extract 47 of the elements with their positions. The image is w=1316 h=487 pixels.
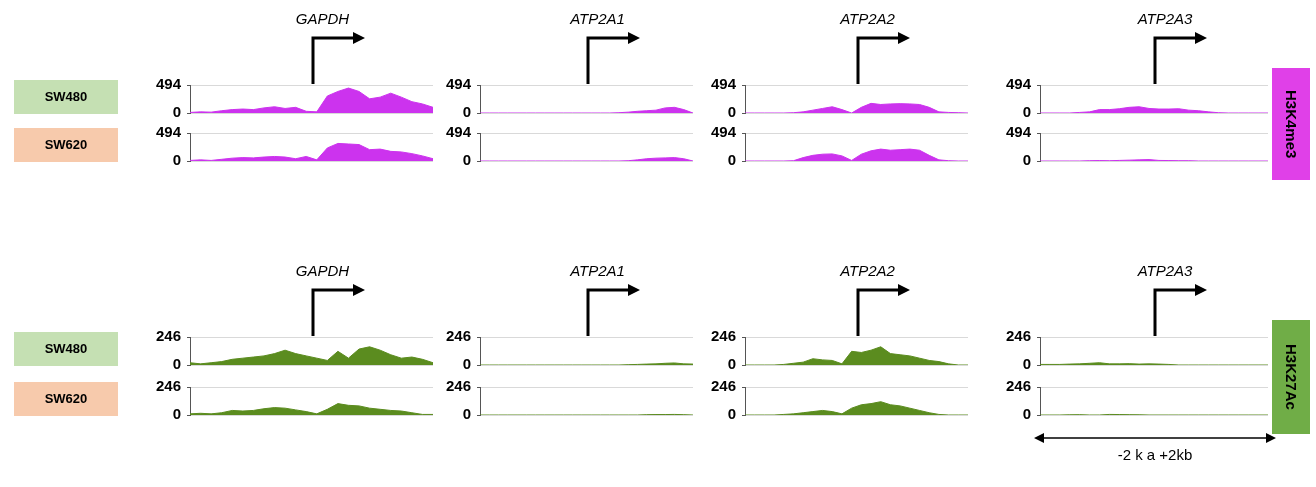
y-tick-label: 494 [155, 75, 182, 93]
y-tick-label: 0 [462, 405, 471, 423]
text: H3K4me3 [1272, 68, 1310, 180]
y-tick-label: 0 [172, 405, 181, 423]
y-tick-label: 246 [1005, 327, 1031, 345]
y-tick-label: 494 [445, 75, 472, 93]
y-tick-label: 0 [727, 405, 736, 423]
y-tick-label: 246 [155, 377, 181, 395]
y-tick-label: 0 [172, 355, 181, 373]
y-tick-label: 0 [1022, 355, 1031, 373]
chart-title: ATP2A3 [1137, 262, 1193, 279]
y-tick-label: 0 [462, 355, 471, 373]
y-tick-label: 494 [710, 75, 737, 93]
y-tick-label: 494 [710, 123, 737, 141]
y-axis-title: SW620 [14, 382, 118, 416]
y-tick-label: 0 [462, 151, 471, 169]
y-tick-label: 0 [1022, 103, 1031, 121]
chart-title: ATP2A3 [1137, 10, 1193, 27]
y-tick-label: 0 [727, 151, 736, 169]
y-tick-label: 494 [1005, 75, 1032, 93]
y-tick-label: 246 [1005, 377, 1031, 395]
y-tick-label: 0 [727, 103, 736, 121]
chart-title: GAPDH [295, 262, 350, 279]
text: -2 k a +2kb [1117, 446, 1193, 463]
y-tick-label: 494 [445, 123, 472, 141]
chart-title: ATP2A1 [570, 262, 625, 279]
y-axis-title: SW480 [14, 332, 118, 366]
chart-title: ATP2A1 [570, 10, 625, 27]
y-tick-label: 246 [710, 327, 736, 345]
y-tick-label: 494 [155, 123, 182, 141]
y-tick-label: 0 [1022, 405, 1031, 423]
y-axis-title: SW620 [14, 128, 118, 162]
y-tick-label: 494 [1005, 123, 1032, 141]
y-tick-label: 0 [172, 151, 181, 169]
y-tick-label: 246 [155, 327, 181, 345]
chart-title: ATP2A2 [840, 262, 895, 279]
y-tick-label: 0 [1022, 151, 1031, 169]
y-tick-label: 0 [172, 103, 181, 121]
y-tick-label: 0 [727, 355, 736, 373]
chart-title: ATP2A2 [840, 10, 895, 27]
chart-title: GAPDH [295, 10, 350, 27]
y-tick-label: 246 [445, 327, 471, 345]
text: H3K27Ac [1272, 320, 1310, 434]
y-tick-label: 0 [462, 103, 471, 121]
y-tick-label: 246 [445, 377, 471, 395]
y-tick-label: 246 [710, 377, 736, 395]
y-axis-title: SW480 [14, 80, 118, 114]
